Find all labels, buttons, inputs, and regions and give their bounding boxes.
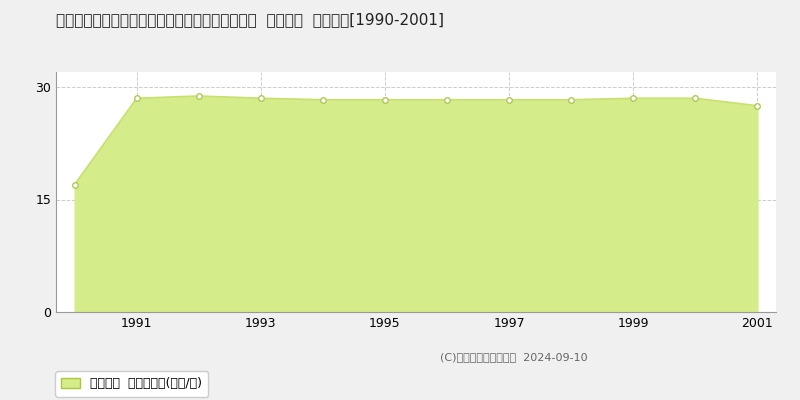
Legend: 地価公示  平均坪単価(万円/坪): 地価公示 平均坪単価(万円/坪) — [55, 371, 208, 396]
Text: (C)土地価格ドットコム  2024-09-10: (C)土地価格ドットコム 2024-09-10 — [440, 352, 588, 362]
Text: 宮城県仙台市太白区中田町字鎌ケ淵１２４番９外  地価公示  地価推移[1990-2001]: 宮城県仙台市太白区中田町字鎌ケ淵１２４番９外 地価公示 地価推移[1990-20… — [56, 12, 444, 27]
